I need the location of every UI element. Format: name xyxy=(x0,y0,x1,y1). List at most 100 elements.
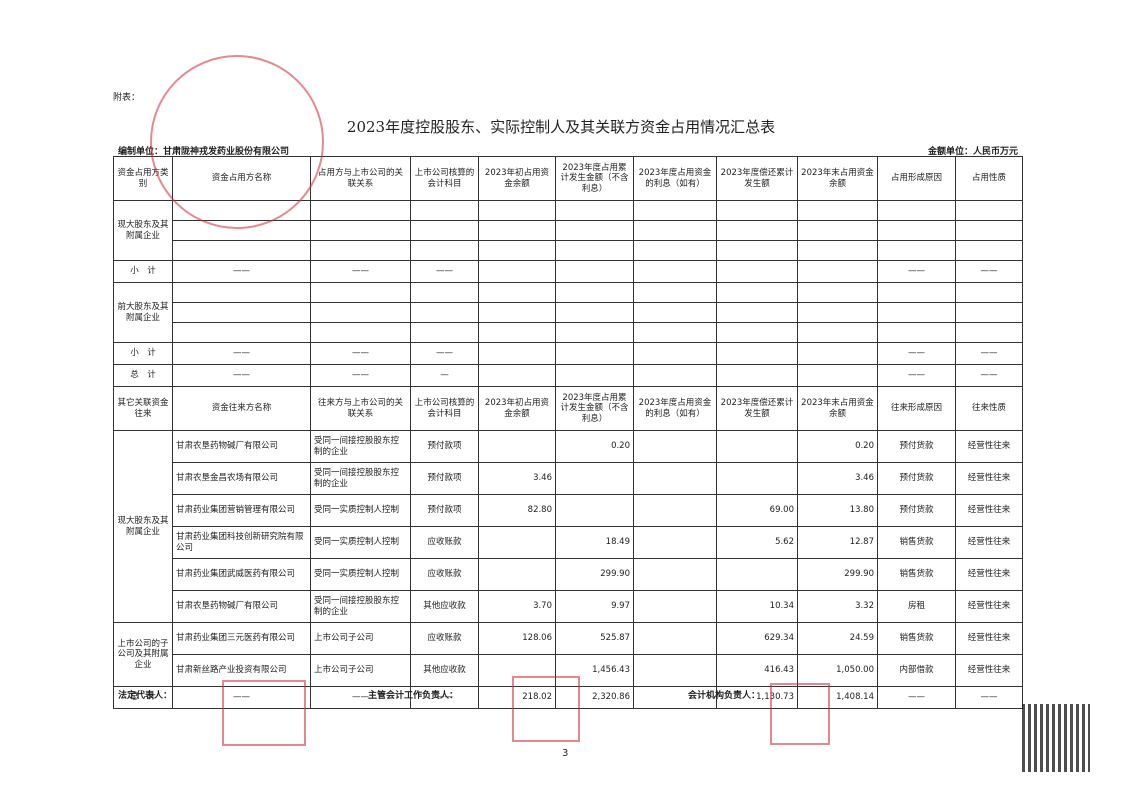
table-cell xyxy=(555,220,634,241)
table-cell: 销售货款 xyxy=(877,622,956,655)
table-cell xyxy=(716,260,798,283)
table-cell xyxy=(633,342,717,365)
table-cell xyxy=(478,558,556,591)
table-cell: 629.34 xyxy=(716,622,798,655)
table-cell: 销售货款 xyxy=(877,526,956,559)
table-cell: 甘肃药业集团三元医药有限公司 xyxy=(172,622,311,655)
table-cell: 299.90 xyxy=(555,558,634,591)
table-cell xyxy=(633,240,717,261)
unit: 金额单位：人民币万元 xyxy=(928,147,1019,157)
table-cell: 9.97 xyxy=(555,590,634,623)
table-cell xyxy=(633,622,717,655)
table-cell xyxy=(716,430,798,463)
table-cell: 3.32 xyxy=(797,590,878,623)
table-row: 总 计 —— —— — —— —— xyxy=(113,364,1023,387)
table-cell xyxy=(478,200,556,221)
table-cell xyxy=(716,200,798,221)
table-cell: 其他应收款 xyxy=(410,654,479,687)
table-row: 甘肃药业集团科技创新研究院有限公司 受同一实质控制人控制 应收账款 18.49 5.62… xyxy=(114,526,1023,559)
table-cell: 现大股东及其附属企业 xyxy=(113,200,173,261)
table-cell xyxy=(797,220,878,241)
table-cell: 0.20 xyxy=(555,430,634,463)
table-cell: 往来性质 xyxy=(955,386,1023,431)
table-cell: 经营性往来 xyxy=(955,558,1023,591)
table-cell: 甘肃新丝路产业投资有限公司 xyxy=(172,654,311,687)
table-cell: 受同一实质控制人控制 xyxy=(310,494,411,527)
table-cell xyxy=(633,260,717,283)
table-cell: 受同一间接控股股东控制的企业 xyxy=(310,430,411,463)
table-cell xyxy=(955,282,1023,303)
table-cell: 预付款项 xyxy=(410,430,479,463)
table-cell xyxy=(172,200,311,221)
table-cell xyxy=(478,322,556,343)
table-cell: 预付货款 xyxy=(877,494,956,527)
table-cell xyxy=(410,302,479,323)
table-cell xyxy=(478,526,556,559)
table-cell: 0.20 xyxy=(797,430,878,463)
table-cell: —— xyxy=(955,342,1023,365)
table-cell xyxy=(555,494,634,527)
table-cell xyxy=(716,240,798,261)
table-cell xyxy=(797,302,878,323)
table-cell: 2023年度占用资金的利息（如有） xyxy=(633,386,717,431)
table-row: 甘肃药业集团武威医药有限公司 受同一实质控制人控制 应收账款 299.90 299.90… xyxy=(114,558,1023,591)
table-cell xyxy=(633,526,717,559)
table-cell: 1,408.14 xyxy=(797,686,878,709)
table-cell: 占用性质 xyxy=(955,156,1023,201)
table-row: 其它关联资金往来 资金往来方名称 往来方与上市公司的关联关系 上市公司核算的会计科目 2… xyxy=(113,386,1023,431)
table-cell xyxy=(877,322,956,343)
table-cell xyxy=(478,342,556,365)
table-cell xyxy=(410,322,479,343)
table-cell: 小 计 xyxy=(113,342,173,365)
table-cell xyxy=(410,282,479,303)
table-row xyxy=(114,220,1023,241)
table-cell xyxy=(410,240,479,261)
table-cell xyxy=(797,364,878,387)
table-cell: 往来形成原因 xyxy=(877,386,956,431)
table-cell xyxy=(716,302,798,323)
table-cell: 前大股东及其附属企业 xyxy=(113,282,173,343)
table-cell: 经营性往来 xyxy=(955,654,1023,687)
table-cell: 应收账款 xyxy=(410,558,479,591)
table-cell xyxy=(172,302,311,323)
table-cell: 资金占用方类别 xyxy=(113,156,173,201)
table-cell: 甘肃药业集团科技创新研究院有限公司 xyxy=(172,526,311,559)
table-cell xyxy=(955,220,1023,241)
table-cell xyxy=(310,282,411,303)
table-row: 总 计 —— —— —— 218.02 2,320.86-1,130.73 1,408.14… xyxy=(113,686,1023,709)
table-row: 小 计 —— —— —— —— —— xyxy=(113,260,1023,283)
table-cell xyxy=(633,494,717,527)
table-cell: 小 计 xyxy=(113,260,173,283)
table-cell: 预付款项 xyxy=(410,462,479,495)
table-cell: 218.02 xyxy=(478,686,556,709)
table-cell xyxy=(633,200,717,221)
table-cell: 82.80 xyxy=(478,494,556,527)
table-cell: 占用方与上市公司的关联关系 xyxy=(310,156,411,201)
table-cell: 上市公司核算的会计科目 xyxy=(410,386,479,431)
table-cell xyxy=(555,302,634,323)
table-cell: 2023年度偿还累计发生额 xyxy=(716,386,798,431)
table-cell: 应收账款 xyxy=(410,622,479,655)
table-cell: —— xyxy=(955,364,1023,387)
table-cell: 占用形成原因 xyxy=(877,156,956,201)
table-cell: 销售货款 xyxy=(877,558,956,591)
table-cell xyxy=(716,282,798,303)
table-cell xyxy=(797,322,878,343)
table-cell xyxy=(716,322,798,343)
table-cell xyxy=(633,430,717,463)
table-cell: 上市公司子公司 xyxy=(310,622,411,655)
table-cell xyxy=(633,282,717,303)
table-cell xyxy=(555,364,634,387)
table-row: 现大股东及其附属企业 甘肃农垦药物碱厂有限公司 受同一间接控股股东控制的企业 预付款项… xyxy=(113,430,1023,623)
table-cell: 经营性往来 xyxy=(955,494,1023,527)
table-cell: —— xyxy=(310,364,411,387)
table-cell: — xyxy=(410,364,479,387)
table-row xyxy=(114,240,1023,261)
table-cell xyxy=(410,200,479,221)
table-cell: 299.90 xyxy=(797,558,878,591)
table-cell xyxy=(172,220,311,241)
table-cell: 经营性往来 xyxy=(955,430,1023,463)
table-cell xyxy=(478,240,556,261)
table-cell: 甘肃农垦药物碱厂有限公司 xyxy=(172,590,311,623)
table-cell: 416.43 xyxy=(716,654,798,687)
